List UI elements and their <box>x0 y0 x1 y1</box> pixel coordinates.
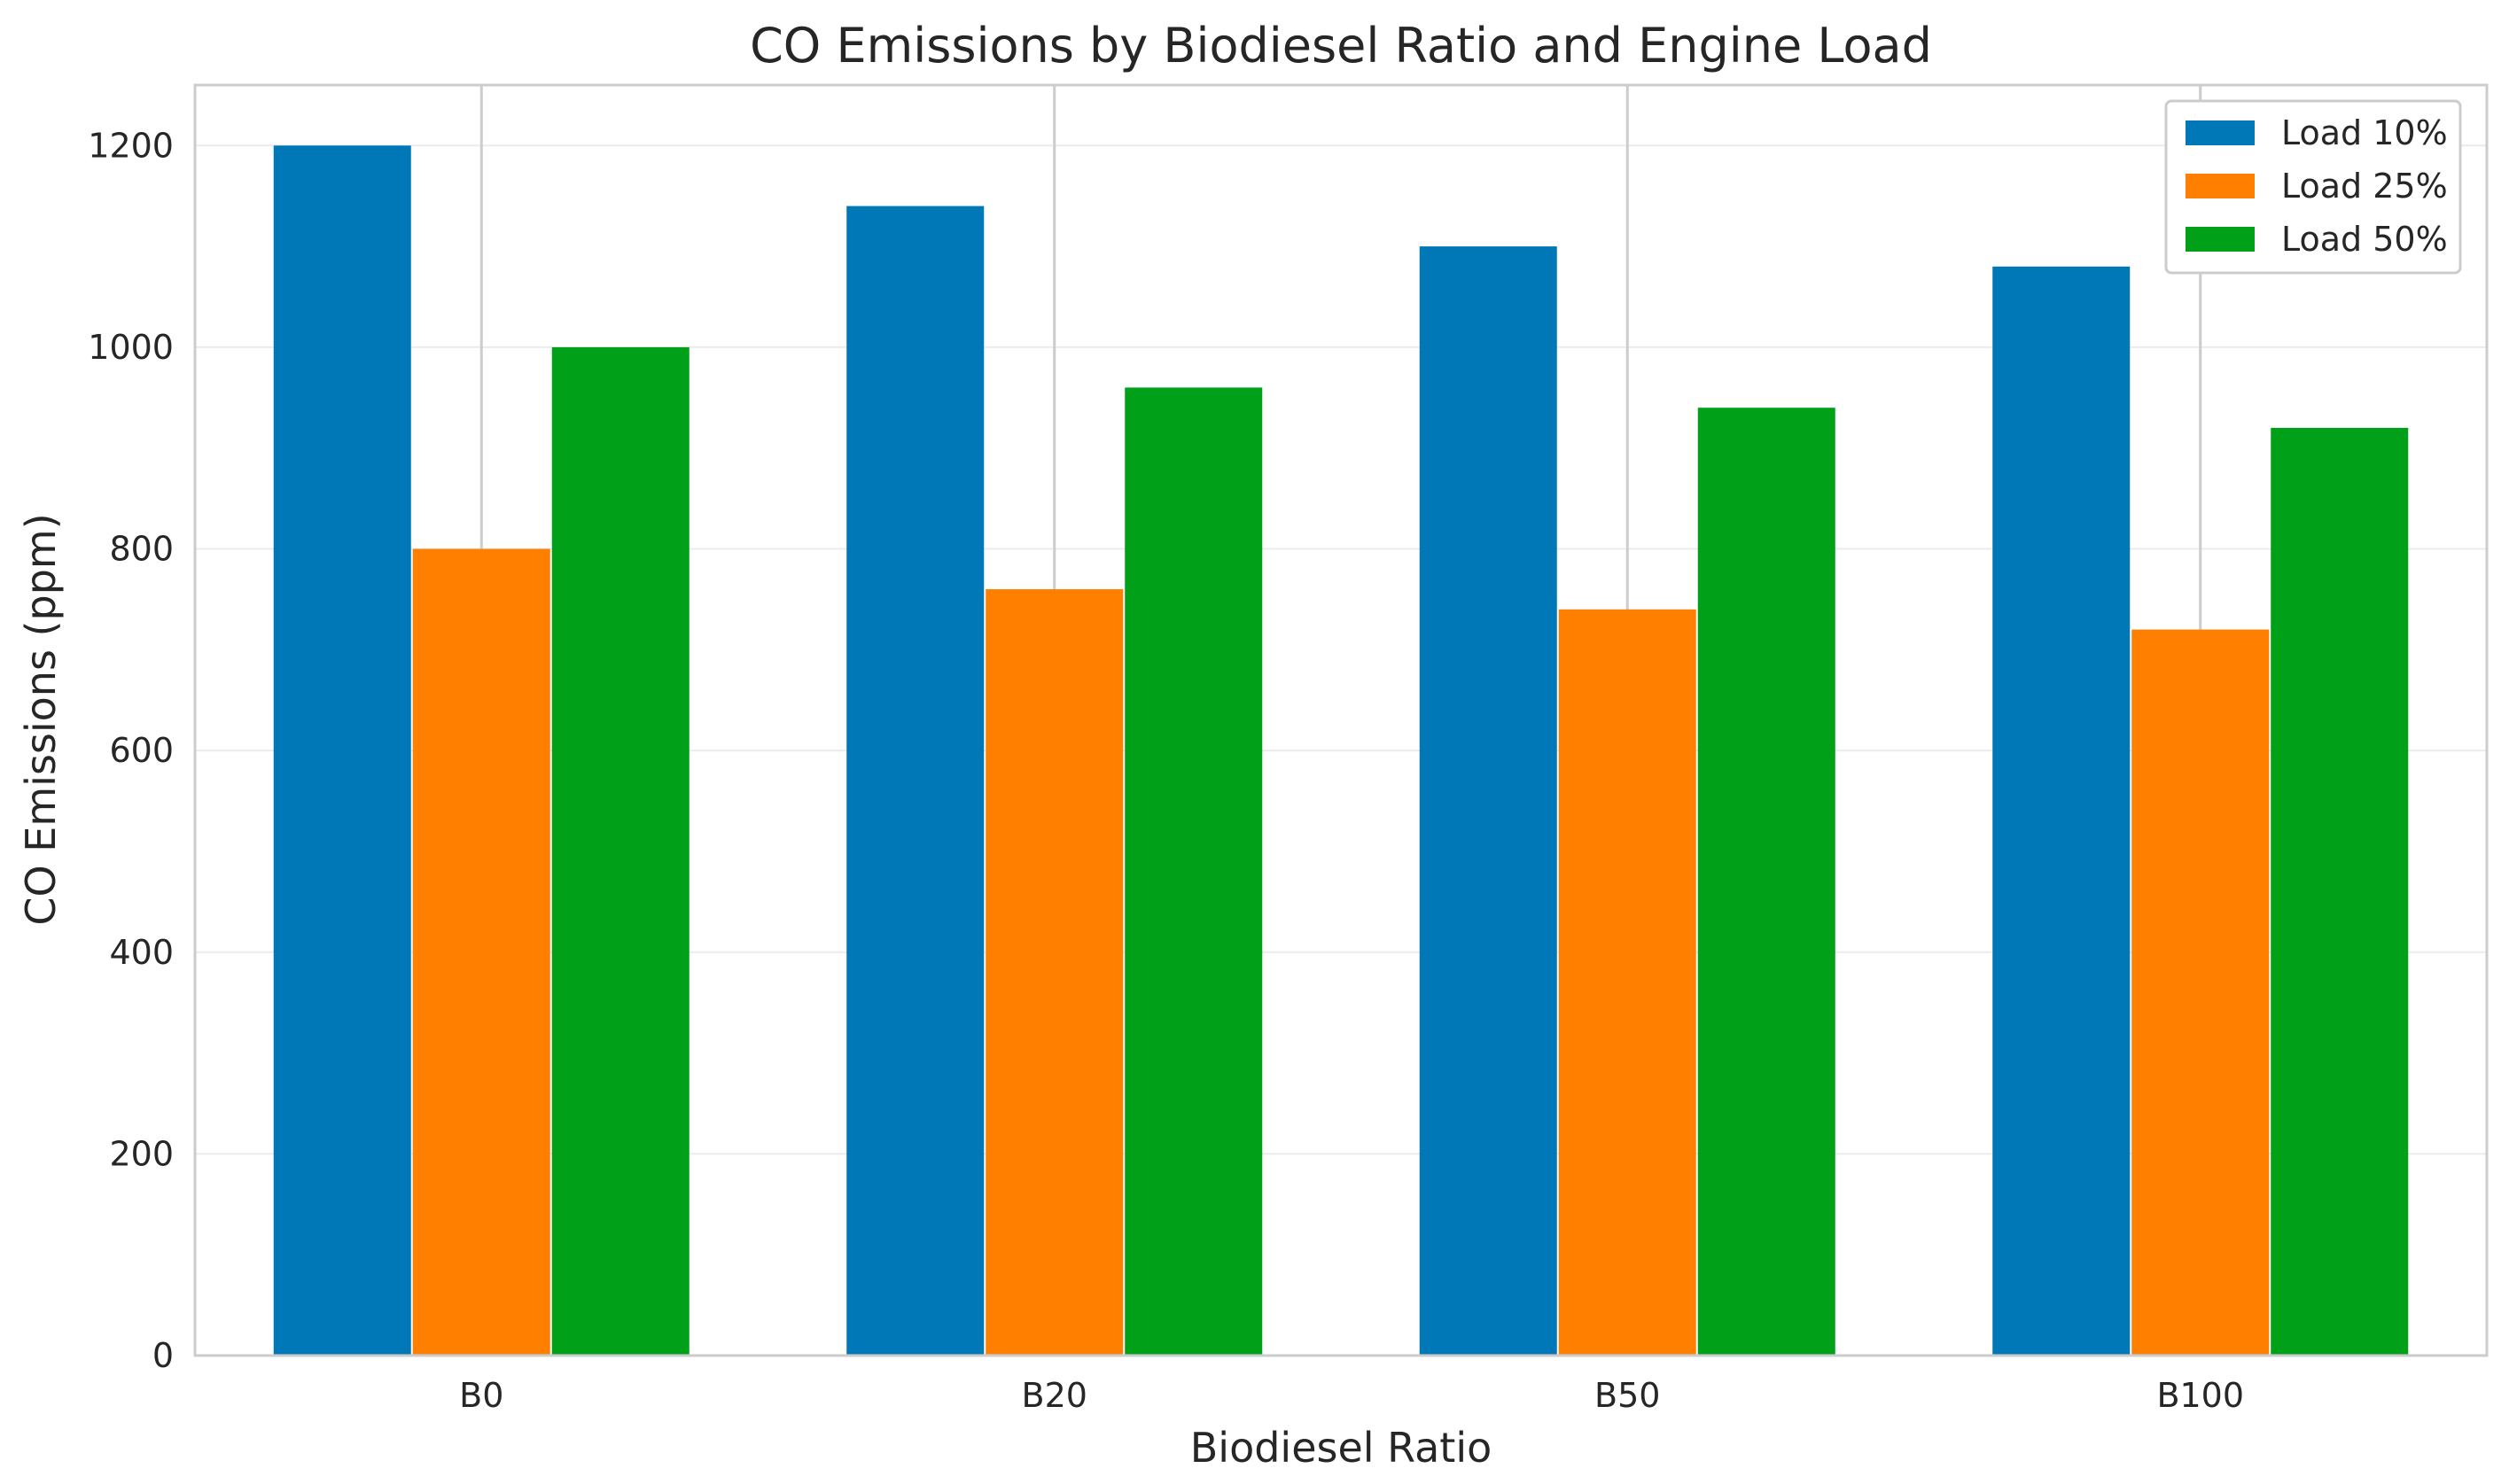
chart-title: CO Emissions by Biodiesel Ratio and Engi… <box>750 18 1932 74</box>
x-tick-label-b0: B0 <box>459 1376 503 1415</box>
plot-border <box>193 83 2489 1357</box>
legend-label-load-25: Load 25% <box>2281 167 2448 206</box>
bar-load-25-b100 <box>2131 629 2270 1356</box>
legend: Load 10% Load 25% Load 50% <box>2164 99 2462 275</box>
y-tick-label: 400 <box>109 933 174 972</box>
bar-load-25-b50 <box>1558 609 1696 1356</box>
x-axis-label: Biodiesel Ratio <box>1190 1424 1492 1472</box>
x-tick-label-b100: B100 <box>2156 1376 2244 1415</box>
bar-load-10-b50 <box>1419 246 1557 1356</box>
y-tick-label: 1200 <box>88 126 174 165</box>
y-tick-label: 0 <box>152 1336 174 1375</box>
x-tick-label-b20: B20 <box>1022 1376 1087 1415</box>
bar-load-10-b0 <box>273 145 411 1356</box>
y-axis-label: CO Emissions (ppm) <box>17 513 65 925</box>
axis-layer: 0 200 400 600 800 1000 1200 B0 B20 B50 B100 <box>88 83 2489 1415</box>
bar-load-50-b0 <box>551 346 690 1356</box>
bar-load-10-b100 <box>1992 266 2131 1356</box>
y-tick-label: 1000 <box>88 328 174 367</box>
legend-label-load-50: Load 50% <box>2281 220 2448 259</box>
bar-load-50-b50 <box>1697 408 1835 1356</box>
bar-load-25-b0 <box>412 548 550 1356</box>
bar-layer <box>273 145 2409 1356</box>
legend-swatch-load-50 <box>2186 227 2255 252</box>
bar-load-25-b20 <box>986 589 1124 1356</box>
bar-load-10-b20 <box>846 206 985 1356</box>
legend-swatch-load-10 <box>2186 120 2255 145</box>
bar-load-50-b100 <box>2271 427 2409 1356</box>
y-tick-label: 600 <box>109 731 174 770</box>
x-tick-label-b50: B50 <box>1594 1376 1660 1415</box>
legend-label-load-10: Load 10% <box>2281 113 2448 152</box>
legend-swatch-load-25 <box>2186 174 2255 198</box>
y-tick-label: 200 <box>109 1134 174 1173</box>
y-tick-label: 800 <box>109 530 174 569</box>
bar-load-50-b20 <box>1125 387 1263 1356</box>
